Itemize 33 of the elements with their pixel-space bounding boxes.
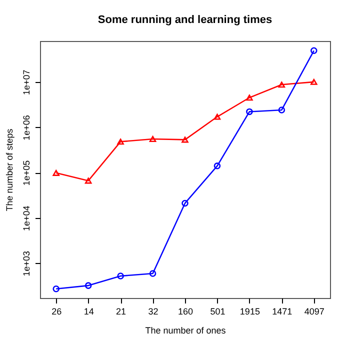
y-tick-label: 1e+06 [22,115,32,140]
point [84,282,92,289]
point [84,178,92,184]
chart-title: Some running and learning times [98,14,272,26]
point [149,270,156,277]
point [310,78,318,85]
point [278,106,286,114]
x-tick-label: 21 [116,306,126,316]
point [278,82,286,88]
point [246,94,253,101]
point [246,108,253,116]
point [117,272,124,280]
point [182,136,188,143]
x-tick-label: 501 [210,306,226,316]
y-tick-label: 1e+04 [22,206,32,231]
x-tick-label: 14 [84,306,94,316]
x-tick-label: 1471 [272,306,292,316]
point [117,138,124,145]
x-tick-label: 160 [178,306,194,316]
point [149,136,156,142]
y-tick-label: 1e+07 [22,70,32,96]
y-tick-label: 1e+05 [22,160,32,186]
point [182,200,188,207]
x-tick-label: 4097 [304,306,324,316]
point [214,162,221,170]
x-axis-title: The number of ones [145,326,226,336]
y-axis-title: The number of steps [4,128,14,212]
x-tick-label: 26 [52,306,62,316]
x-tick-label: 32 [148,306,158,316]
x-tick-label: 1915 [240,306,260,316]
point [52,170,60,176]
point [214,114,221,120]
y-tick-label: 1e+03 [22,250,32,276]
